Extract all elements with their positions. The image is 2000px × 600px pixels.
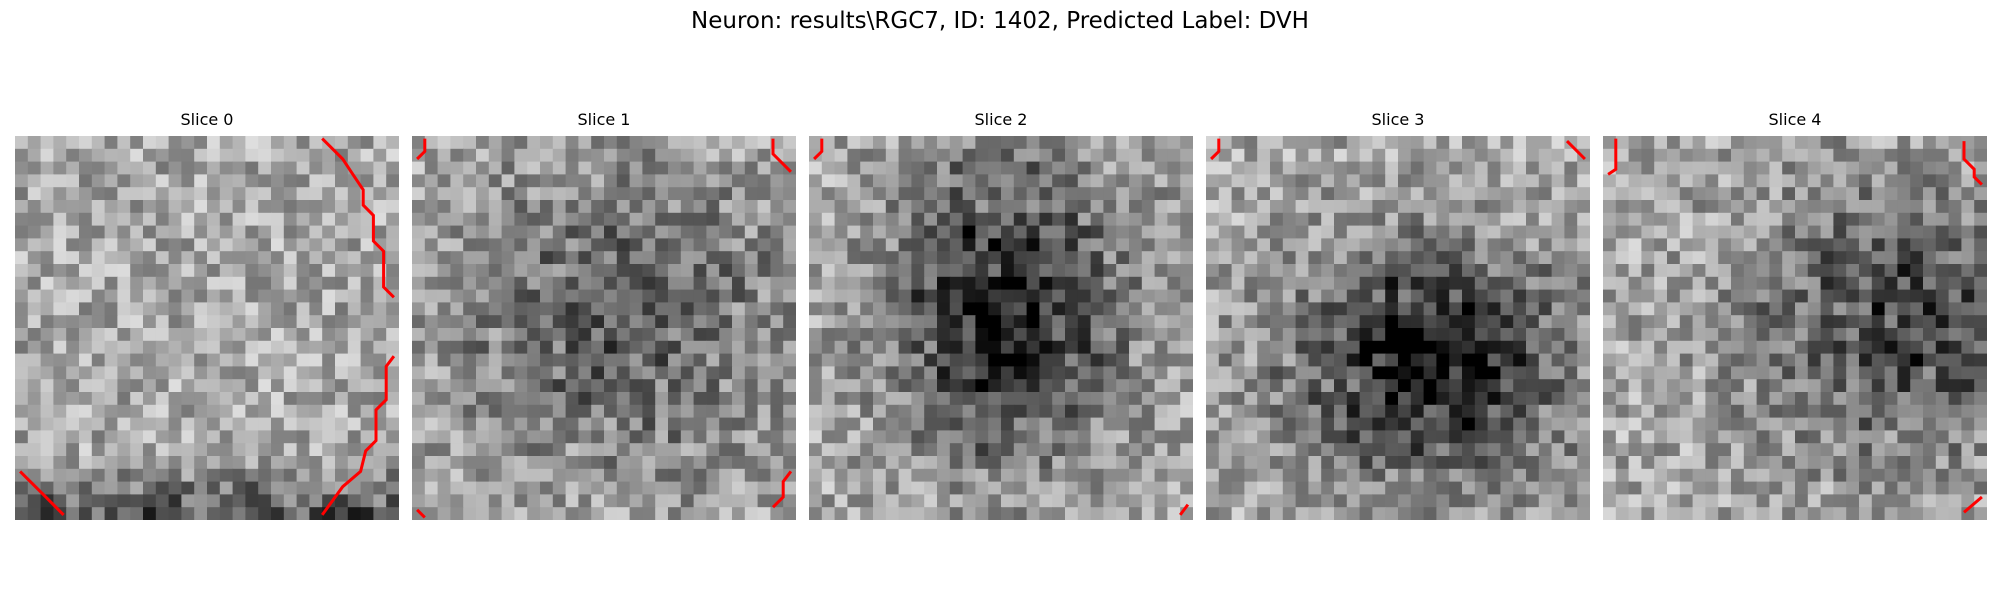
slice-image-4 (1603, 136, 1987, 520)
contour-line (1565, 140, 1586, 161)
contour-line (320, 355, 396, 516)
contour-line (416, 138, 427, 161)
contour-line (771, 470, 793, 509)
slice-title: Slice 1 (577, 110, 631, 129)
figure-title: Neuron: results\RGC7, ID: 1402, Predicte… (691, 8, 1309, 34)
contour-line (1607, 138, 1618, 176)
slice-panel-4: Slice 4 (1603, 108, 1987, 520)
contour-line (771, 138, 792, 173)
slice-panel-2: Slice 2 (809, 108, 1193, 520)
contour-line (1210, 138, 1221, 161)
slice-panel-3: Slice 3 (1206, 108, 1590, 520)
contour-line (1178, 503, 1190, 516)
contour-line (416, 508, 426, 519)
slice-title: Slice 0 (180, 110, 234, 129)
slice-title: Slice 2 (974, 110, 1028, 129)
slice-image-2 (809, 136, 1193, 520)
slice-image-3 (1206, 136, 1590, 520)
slice-panel-1: Slice 1 (412, 108, 796, 520)
contour-line (1963, 495, 1983, 514)
slice-title: Slice 3 (1371, 110, 1425, 129)
slice-image-1 (412, 136, 796, 520)
slice-panel-0: Slice 0 (15, 108, 399, 520)
slice-title: Slice 4 (1768, 110, 1822, 129)
contour-line (19, 470, 65, 516)
contour-line (813, 138, 824, 161)
slice-image-0 (15, 136, 399, 520)
contour-line (1962, 141, 1983, 186)
contour-line (321, 137, 395, 299)
